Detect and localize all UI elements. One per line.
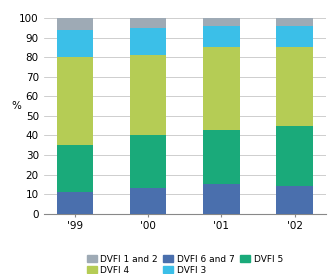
Bar bbox=[130, 55, 166, 135]
Bar bbox=[203, 47, 240, 130]
Bar bbox=[277, 47, 313, 126]
Bar bbox=[56, 145, 93, 192]
Bar bbox=[203, 18, 240, 26]
Bar bbox=[203, 184, 240, 214]
Bar bbox=[130, 18, 166, 28]
Bar bbox=[56, 18, 93, 30]
Bar bbox=[277, 18, 313, 26]
Y-axis label: %: % bbox=[11, 101, 22, 111]
Bar bbox=[130, 188, 166, 214]
Bar bbox=[277, 186, 313, 214]
Bar bbox=[277, 126, 313, 186]
Bar bbox=[203, 26, 240, 47]
Bar bbox=[277, 26, 313, 47]
Legend: DVFI 1 and 2, DVFI 4, DVFI 6 and 7, DVFI 3, DVFI 5: DVFI 1 and 2, DVFI 4, DVFI 6 and 7, DVFI… bbox=[83, 251, 287, 274]
Bar bbox=[130, 28, 166, 55]
Bar bbox=[56, 30, 93, 57]
Bar bbox=[203, 130, 240, 184]
Bar bbox=[130, 135, 166, 188]
Bar bbox=[56, 57, 93, 145]
Bar bbox=[56, 192, 93, 214]
